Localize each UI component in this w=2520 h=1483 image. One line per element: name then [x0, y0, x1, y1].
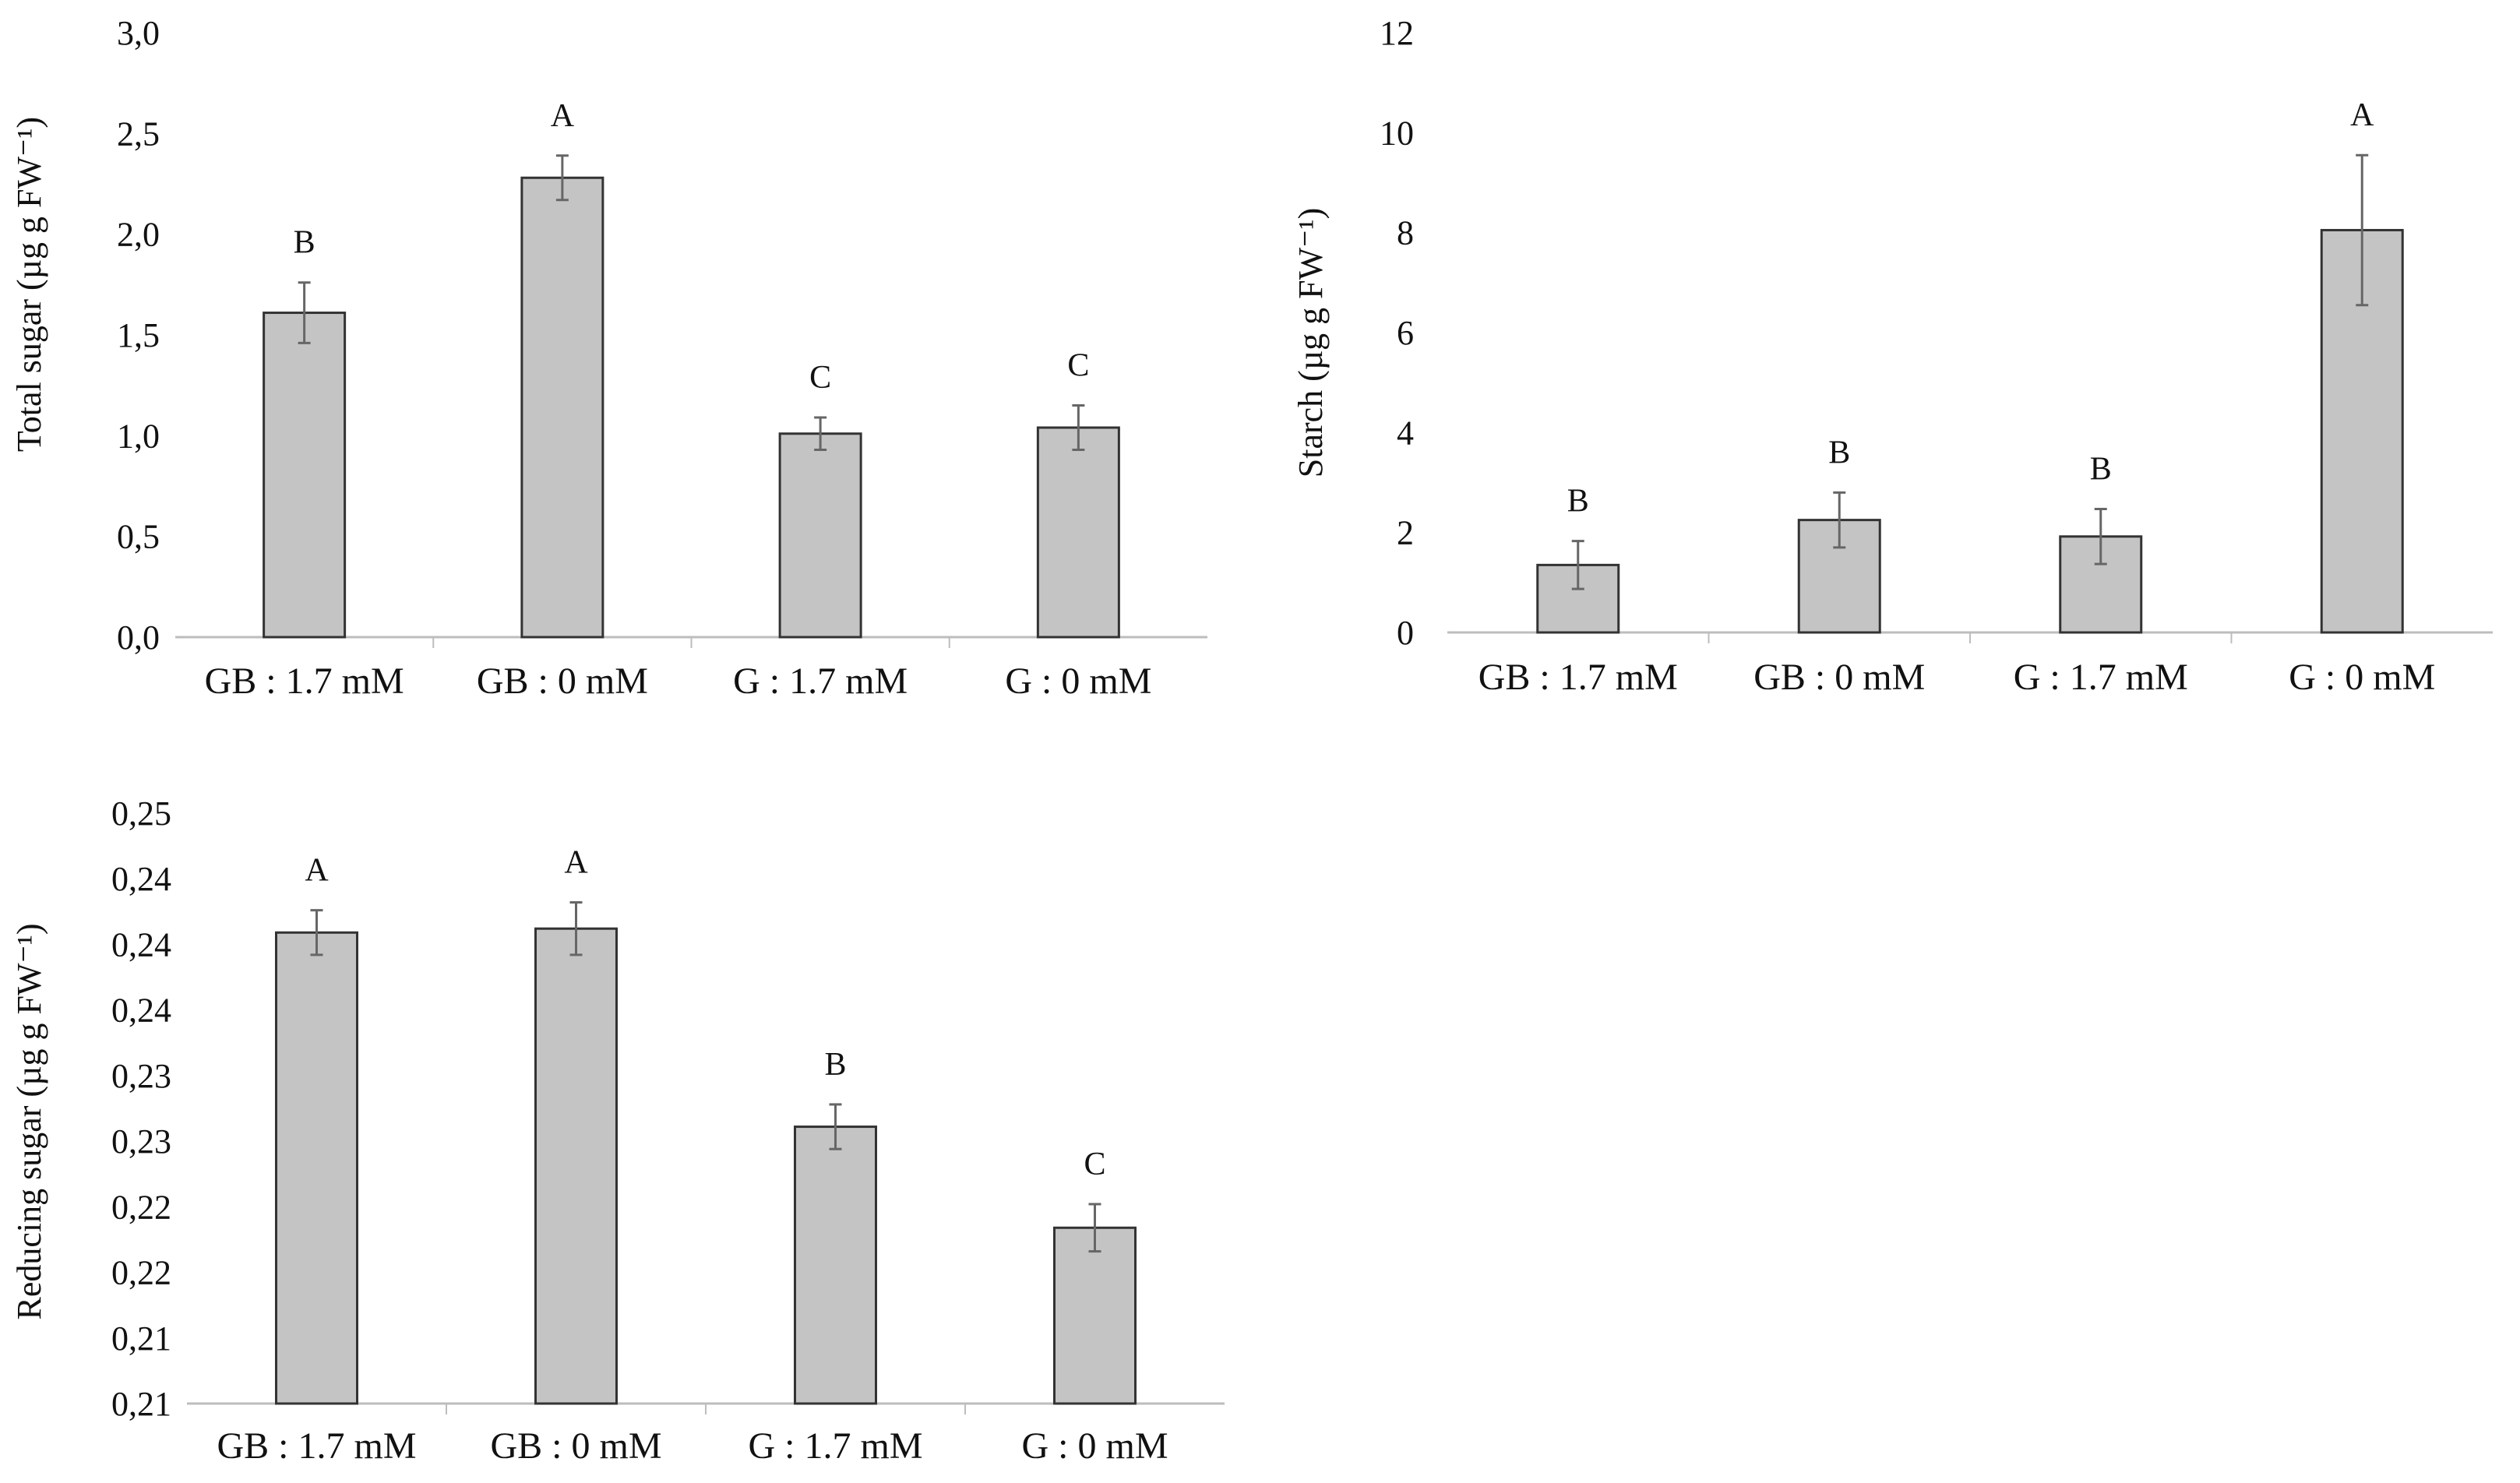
- significance-letter: C: [1084, 1147, 1105, 1182]
- bar: [263, 312, 347, 639]
- y-tick-label: 1,5: [117, 316, 160, 354]
- x-category-label: GB : 1.7 mM: [205, 660, 404, 702]
- chart-reducing-sugar: Reducing sugar (µg g FW⁻¹) 0,210,210,220…: [10, 794, 1225, 1467]
- significance-letter: A: [2350, 97, 2374, 133]
- y-tick-label: 0,0: [117, 618, 160, 657]
- significance-letter: A: [305, 853, 329, 889]
- bars: B A C C: [263, 98, 1120, 639]
- y-tick-label: 0,23: [111, 1057, 171, 1095]
- y-tick-label: 2,0: [117, 216, 160, 254]
- x-category-label: G : 0 mM: [1005, 660, 1151, 702]
- bar: [275, 931, 358, 1405]
- y-tick-label: 0,21: [111, 1385, 171, 1423]
- x-category-label: G : 0 mM: [1021, 1425, 1168, 1467]
- significance-letter: B: [294, 225, 315, 261]
- significance-letter: B: [2090, 452, 2112, 488]
- y-tick-label: 0,22: [111, 1254, 171, 1292]
- x-category-label: G : 0 mM: [2289, 657, 2435, 698]
- y-tick-labels: 0 2 4 6 8 10 12: [1380, 14, 1414, 652]
- bar: [520, 176, 604, 639]
- bars: B B B A: [1536, 97, 2404, 634]
- bar: [794, 1125, 877, 1405]
- y-tick-label: 12: [1380, 14, 1414, 52]
- y-tick-label: 4: [1397, 414, 1414, 452]
- x-category-label: GB : 0 mM: [1753, 657, 1925, 698]
- y-tick-label: 1,0: [117, 417, 160, 455]
- y-tick-labels: 0,0 0,5 1,0 1,5 2,0 2,5 3,0: [117, 14, 160, 657]
- x-category-label: G : 1.7 mM: [2014, 657, 2188, 698]
- chart-starch: Starch (µg g FW⁻¹) 0 2 4 6 8 10 12 GB : 1.7 mM…: [1292, 14, 2493, 698]
- x-category-label: G : 1.7 mM: [733, 660, 908, 702]
- chart-total-sugar: Total sugar (µg g FW⁻¹) 0,0 0,5 1,0 1,5 2,0 2…: [10, 14, 1207, 702]
- y-tick-label: 0: [1397, 614, 1414, 652]
- y-tick-label: 0,24: [111, 860, 171, 898]
- y-tick-labels: 0,21 0,21 0,22 0,22 0,23 0,23 0,24 0,24 0,24 0,25: [111, 794, 171, 1423]
- bar: [778, 432, 862, 639]
- significance-letter: B: [824, 1047, 846, 1083]
- y-tick-label: 2,5: [117, 114, 160, 153]
- x-category-labels: GB : 1.7 mM GB : 0 mM G : 1.7 mM G : 0 mM: [205, 637, 1151, 702]
- significance-letter: B: [1828, 435, 1850, 470]
- y-tick-label: 8: [1397, 214, 1414, 252]
- y-tick-label: 10: [1380, 114, 1414, 152]
- y-axis-title: Reducing sugar (µg g FW⁻¹): [10, 923, 48, 1319]
- y-tick-label: 0,22: [111, 1188, 171, 1226]
- significance-letter: C: [809, 360, 831, 396]
- bar: [1036, 426, 1120, 639]
- y-tick-label: 6: [1397, 314, 1414, 352]
- x-category-labels: GB : 1.7 mM GB : 0 mM G : 1.7 mM G : 0 mM: [217, 1404, 1168, 1467]
- x-category-label: GB : 1.7 mM: [1479, 657, 1678, 698]
- significance-letter: A: [551, 98, 575, 134]
- y-tick-label: 2: [1397, 514, 1414, 552]
- bar: [2059, 535, 2143, 634]
- significance-letter: C: [1067, 348, 1089, 384]
- x-category-label: GB : 0 mM: [490, 1425, 661, 1467]
- y-tick-label: 3,0: [117, 14, 160, 52]
- x-category-label: G : 1.7 mM: [748, 1425, 922, 1467]
- y-axis-title: Total sugar (µg g FW⁻¹): [10, 117, 48, 452]
- x-category-labels: GB : 1.7 mM GB : 0 mM G : 1.7 mM G : 0 mM: [1479, 632, 2435, 698]
- significance-letter: A: [564, 845, 588, 881]
- y-axis-title: Starch (µg g FW⁻¹): [1292, 208, 1330, 477]
- bars: A A B C: [275, 845, 1137, 1405]
- y-tick-label: 0,21: [111, 1319, 171, 1358]
- significance-letter: B: [1567, 484, 1589, 520]
- y-tick-label: 0,25: [111, 794, 171, 833]
- y-tick-label: 0,24: [111, 925, 171, 963]
- x-category-label: GB : 0 mM: [477, 660, 648, 702]
- x-category-label: GB : 1.7 mM: [217, 1425, 416, 1467]
- bar: [1053, 1226, 1137, 1405]
- y-tick-label: 0,24: [111, 992, 171, 1030]
- bar: [534, 927, 618, 1405]
- y-tick-label: 0,5: [117, 518, 160, 556]
- y-tick-label: 0,23: [111, 1122, 171, 1161]
